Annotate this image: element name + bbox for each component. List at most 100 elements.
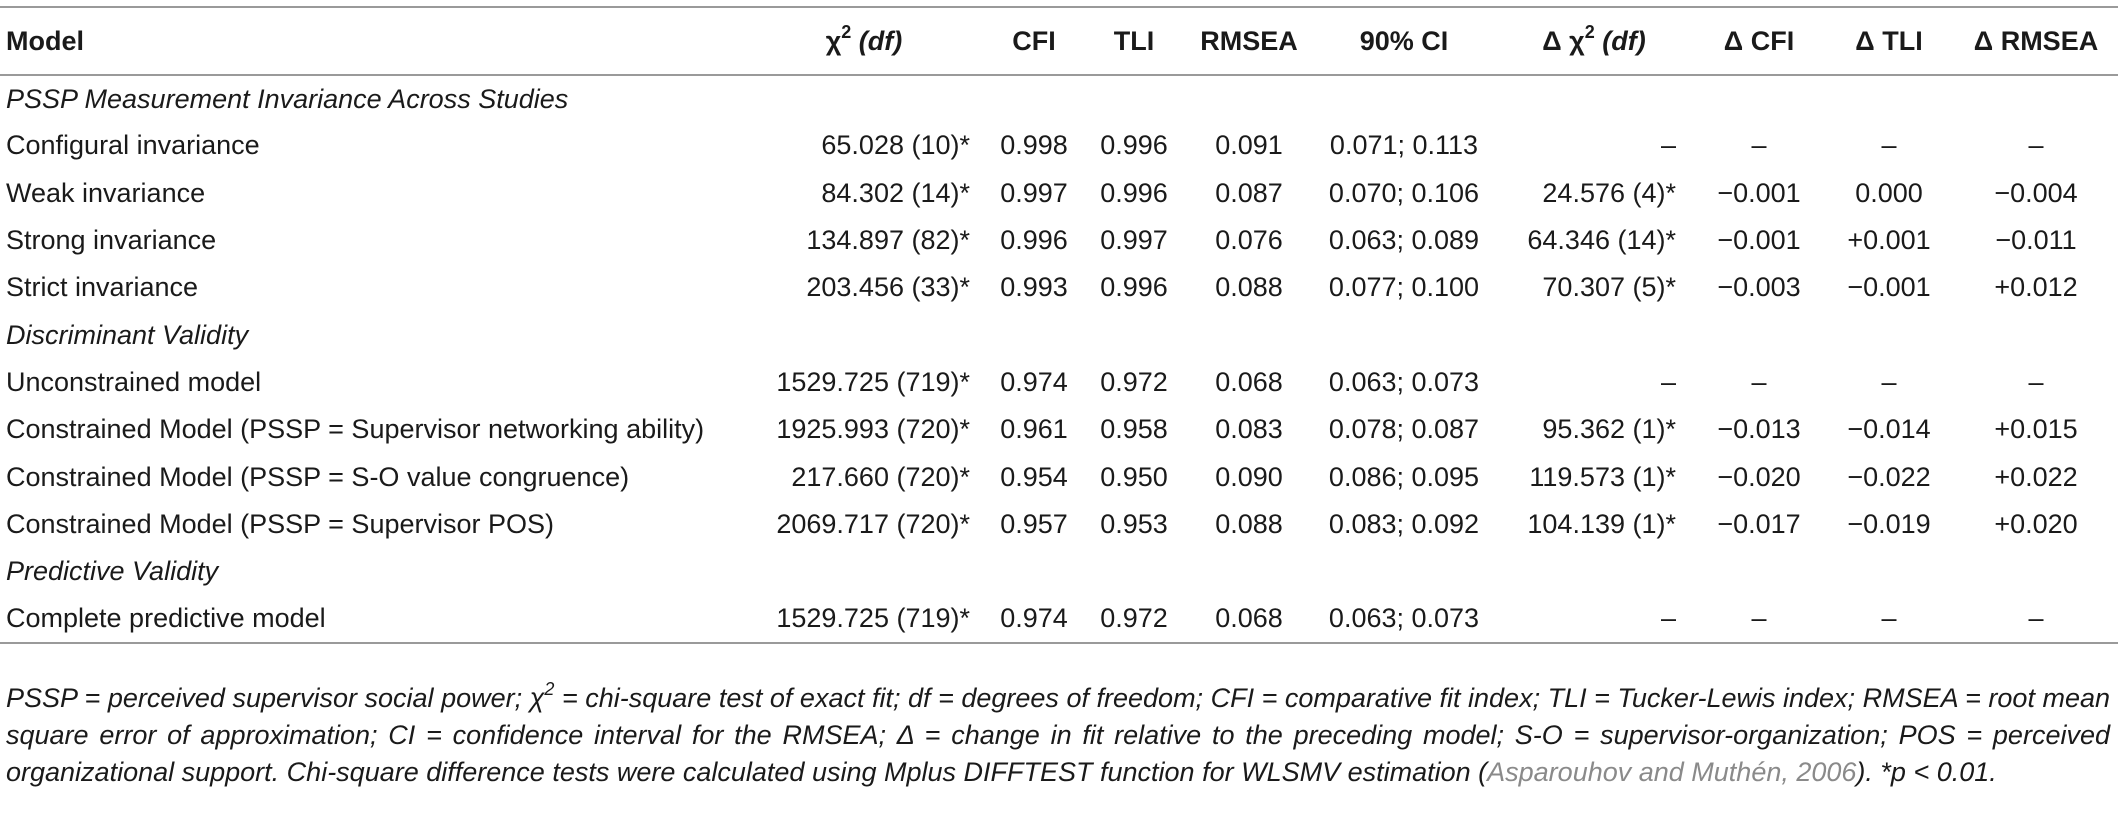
cell-ci: 0.063; 0.089 [1328, 225, 1480, 256]
cell-chi: 217.660 (720)* [791, 461, 970, 492]
cell-model: Complete predictive model [0, 595, 744, 644]
cell-delta-tli: −0.014 [1847, 414, 1931, 445]
cell-ci: 0.070; 0.106 [1328, 177, 1480, 208]
cell-delta-cfi: −0.001 [1717, 177, 1801, 208]
section-row: PSSP Measurement Invariance Across Studi… [0, 75, 2118, 122]
cell-model: Strong invariance [6, 225, 217, 256]
cell-ci: 0.071; 0.113 [1329, 130, 1479, 161]
cell-cfi: 0.997 [1000, 177, 1068, 208]
footnote-exponent: 2 [544, 679, 555, 699]
cell-tli: 0.972 [1084, 595, 1184, 644]
cell-tli: 0.996 [1100, 272, 1168, 303]
cell-delta-cfi: −0.017 [1717, 508, 1801, 539]
cell-delta-chi: – [1660, 366, 1676, 397]
cell-tli: 0.996 [1100, 177, 1168, 208]
table-row: Constrained Model (PSSP = Supervisor net… [0, 406, 2118, 453]
cell-rmsea: 0.076 [1215, 225, 1283, 256]
cell-delta-tli: 0.000 [1855, 177, 1923, 208]
cell-tli: 0.972 [1100, 366, 1168, 397]
cell-delta-cfi: −0.003 [1717, 272, 1801, 303]
cell-delta-cfi: −0.020 [1717, 461, 1801, 492]
chi-df: (df) [858, 25, 903, 56]
cell-delta-tli: – [1881, 366, 1897, 397]
header-row: Model χ2 (df) CFI TLI RMSEA 90% CI Δ χ2 … [0, 6, 2118, 76]
cell-chi: 1529.725 (719)* [776, 366, 970, 397]
col-ci: 90% CI [1314, 6, 1494, 76]
cell-ci: 0.063; 0.073 [1314, 595, 1494, 644]
delta-chi-exponent: 2 [1584, 21, 1595, 42]
table-row: Strict invariance 203.456 (33)* 0.993 0.… [0, 264, 2118, 311]
section-title: Predictive Validity [6, 556, 219, 587]
col-delta-chi-square: Δ χ2 (df) [1494, 6, 1694, 76]
cell-rmsea: 0.088 [1215, 272, 1283, 303]
cell-delta-chi: – [1660, 130, 1676, 161]
cell-delta-cfi: −0.001 [1717, 225, 1801, 256]
cell-chi: 2069.717 (720)* [776, 508, 970, 539]
table-row: Configural invariance 65.028 (10)* 0.998… [0, 122, 2118, 169]
chi-symbol: χ [825, 25, 842, 56]
cell-model: Strict invariance [6, 272, 199, 303]
section-title: PSSP Measurement Invariance Across Studi… [6, 83, 569, 114]
section-row: Predictive Validity [0, 548, 2118, 595]
cell-delta-tli: +0.001 [1847, 225, 1931, 256]
cell-delta-rmsea: −0.011 [1995, 225, 2077, 256]
cell-delta-rmsea: +0.020 [1994, 508, 2078, 539]
col-rmsea: RMSEA [1184, 6, 1314, 76]
cell-cfi: 0.998 [1000, 130, 1068, 161]
col-cfi: CFI [984, 6, 1084, 76]
cell-delta-chi: 95.362 (1)* [1542, 414, 1676, 445]
cell-chi: 134.897 (82)* [806, 225, 970, 256]
cell-ci: 0.083; 0.092 [1328, 508, 1480, 539]
col-chi-square: χ2 (df) [744, 6, 984, 76]
cell-chi: 203.456 (33)* [806, 272, 970, 303]
cell-delta-chi: 64.346 (14)* [1527, 225, 1676, 256]
cell-model: Configural invariance [6, 130, 260, 161]
col-delta-tli: Δ TLI [1824, 6, 1954, 76]
cell-delta-rmsea: +0.012 [1994, 272, 2078, 303]
section-row: Discriminant Validity [0, 311, 2118, 358]
cell-cfi: 0.957 [1000, 508, 1068, 539]
cell-cfi: 0.993 [1000, 272, 1068, 303]
table-header: Model χ2 (df) CFI TLI RMSEA 90% CI Δ χ2 … [0, 6, 2118, 76]
cell-tli: 0.958 [1100, 414, 1168, 445]
cell-delta-chi: 70.307 (5)* [1542, 272, 1676, 303]
table-body: PSSP Measurement Invariance Across Studi… [0, 75, 2118, 644]
cell-rmsea: 0.068 [1184, 595, 1314, 644]
cell-delta-tli: – [1824, 595, 1954, 644]
cell-tli: 0.996 [1100, 130, 1168, 161]
cell-delta-rmsea: −0.004 [1994, 177, 2078, 208]
cell-delta-cfi: – [1751, 130, 1767, 161]
footnote-text-1: PSSP = perceived supervisor social power… [6, 683, 545, 713]
table-row: Constrained Model (PSSP = S-O value cong… [0, 453, 2118, 500]
cell-tli: 0.950 [1100, 461, 1168, 492]
delta-chi-prefix: Δ χ [1542, 25, 1585, 56]
cell-delta-chi: 24.576 (4)* [1542, 177, 1676, 208]
cell-tli: 0.997 [1100, 225, 1168, 256]
cell-chi: 65.028 (10)* [821, 130, 970, 161]
fit-indices-table: Model χ2 (df) CFI TLI RMSEA 90% CI Δ χ2 … [0, 6, 2118, 644]
cell-delta-chi: 104.139 (1)* [1527, 508, 1676, 539]
cell-delta-rmsea: – [2028, 130, 2044, 161]
col-model: Model [0, 6, 744, 76]
cell-delta-tli: −0.022 [1847, 461, 1931, 492]
cell-delta-rmsea: – [1954, 595, 2118, 644]
citation-link[interactable]: Asparouhov and Muthén, 2006 [1487, 757, 1857, 787]
table-row: Constrained Model (PSSP = Supervisor POS… [0, 501, 2118, 548]
col-delta-cfi: Δ CFI [1694, 6, 1824, 76]
cell-rmsea: 0.091 [1215, 130, 1283, 161]
cell-chi: 84.302 (14)* [821, 177, 970, 208]
cell-chi: 1925.993 (720)* [776, 414, 970, 445]
cell-model: Constrained Model (PSSP = Supervisor POS… [6, 508, 555, 539]
table-row: Complete predictive model 1529.725 (719)… [0, 595, 2118, 644]
cell-ci: 0.078; 0.087 [1328, 414, 1480, 445]
footnote-text-3: ). *p < 0.01. [1856, 757, 1997, 787]
cell-delta-tli: −0.019 [1847, 508, 1931, 539]
cell-rmsea: 0.088 [1215, 508, 1283, 539]
cell-model: Constrained Model (PSSP = Supervisor net… [6, 414, 705, 445]
col-delta-rmsea: Δ RMSEA [1954, 6, 2118, 76]
table-row: Strong invariance 134.897 (82)* 0.996 0.… [0, 217, 2118, 264]
cell-delta-rmsea: +0.015 [1994, 414, 2078, 445]
cell-model: Weak invariance [6, 177, 206, 208]
cell-ci: 0.077; 0.100 [1328, 272, 1480, 303]
section-title: Discriminant Validity [6, 319, 249, 350]
